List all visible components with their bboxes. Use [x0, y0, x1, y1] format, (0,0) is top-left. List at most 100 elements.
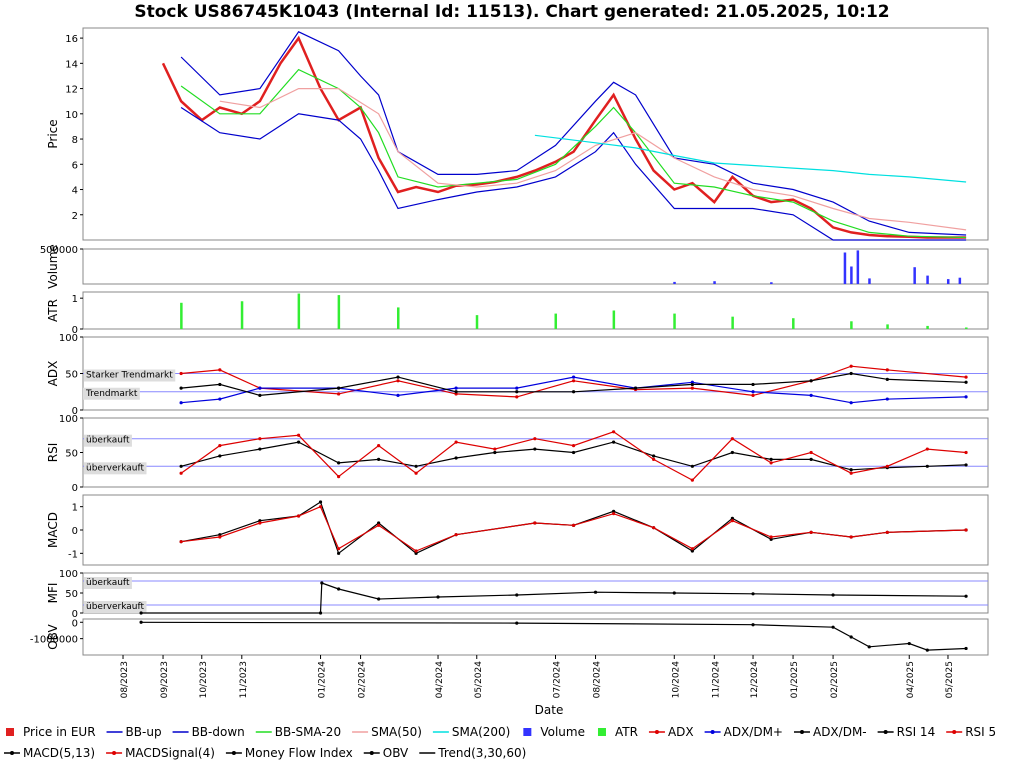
series-point [849, 471, 853, 475]
x-axis: 08/2023 09/2023 10/2023 11/2023 01/2024 02/20… [120, 655, 955, 698]
series-point [769, 457, 773, 461]
series-point [571, 450, 576, 455]
series-point [849, 401, 853, 405]
series-point [396, 379, 400, 383]
series-point [571, 444, 576, 448]
series-point [612, 430, 616, 434]
volume-bar [958, 277, 962, 284]
series-point [318, 500, 323, 504]
series-point [690, 380, 694, 384]
legend-item: ADX/DM+ [704, 725, 783, 739]
series-point [377, 444, 381, 448]
atr-bar [475, 315, 479, 329]
series-point [258, 386, 262, 390]
y-tick-label: -1 [68, 549, 78, 560]
series-point [337, 475, 341, 479]
volume-bar [850, 266, 853, 284]
series-point [769, 461, 773, 465]
chart-title: Stock US86745K1043 (Internal Id: 11513).… [134, 2, 889, 22]
legend-swatch-dot [231, 751, 236, 755]
atr-bar [397, 307, 400, 329]
legend-swatch-dot [369, 751, 374, 755]
series-point [377, 597, 381, 601]
legend-item: Trend(3,30,60) [419, 746, 526, 760]
series-point [414, 464, 418, 468]
series-point [515, 390, 519, 394]
x-tick-label: 02/2025 [830, 661, 840, 698]
series-point [414, 471, 418, 475]
series-point [730, 450, 734, 455]
series-point [652, 526, 656, 530]
series-line [534, 134, 967, 183]
series-point [593, 590, 598, 594]
series-point [258, 447, 262, 451]
series-point [414, 551, 418, 555]
series-point [414, 549, 418, 553]
atr-bar [554, 313, 558, 329]
legend-swatch [523, 728, 532, 736]
series-point [533, 521, 537, 525]
reference-label-bg [83, 387, 140, 400]
x-tick-label: 11/2024 [711, 661, 721, 699]
panel-adx: 0 50 100 ADX Starker Trendmarkt Trendmarkt [46, 333, 989, 417]
reference-label-bg [84, 577, 132, 589]
series-point [885, 530, 889, 534]
y-tick-label: 2 [72, 211, 78, 222]
y-axis-title: ATR [46, 299, 60, 322]
y-axis-title: Volume [46, 244, 60, 289]
series-point [296, 440, 301, 444]
y-axis-title: MFI [46, 583, 60, 604]
atr-bar [612, 310, 616, 329]
series-point [885, 368, 889, 372]
y-tick-label: 50 [65, 370, 78, 381]
series-point [690, 547, 694, 551]
legend-label: ADX/DM+ [724, 725, 783, 739]
legend-label: BB-SMA-20 [275, 725, 341, 739]
legend-swatch [597, 728, 606, 736]
series-point [849, 371, 853, 376]
y-tick-label: 50 [65, 589, 78, 600]
y-tick-label: 10 [65, 110, 78, 121]
y-axis-title: RSI [46, 443, 60, 463]
series-point [454, 392, 458, 396]
reference-line-label: überkauft [86, 436, 130, 446]
series-point [809, 379, 813, 383]
series-point [139, 611, 143, 615]
series-point [179, 371, 183, 376]
legend-swatch-dot [710, 730, 715, 734]
y-tick-label: 0 [72, 483, 78, 494]
legend-swatch-dot [883, 730, 888, 734]
atr-bar [337, 295, 341, 329]
chart-panels: 246810121416Price500000Volume01ATR050100… [30, 27, 989, 656]
reference-label-bg [84, 601, 147, 613]
legend-label: MACD(5,13) [23, 746, 95, 760]
volume-bar [856, 250, 860, 284]
reference-line-label: Starker Trendmarkt [86, 371, 173, 381]
legend-swatch-dot [654, 730, 659, 734]
legend-item: RSI 5 [946, 725, 996, 739]
series-point [337, 386, 341, 390]
reference-line-label: überverkauft [86, 463, 145, 473]
y-tick-label: 0 [72, 406, 78, 417]
series-point [318, 611, 323, 615]
series-point [515, 386, 519, 390]
panel-atr: 0 1 ATR [46, 291, 989, 336]
series-point [612, 509, 616, 513]
atr-bar [886, 324, 889, 329]
volume-bar [913, 267, 916, 284]
legend-item: ADX/DM- [793, 725, 867, 739]
series-point [454, 533, 458, 537]
volume-bar [673, 281, 676, 284]
series-point [571, 375, 576, 379]
series-point [571, 390, 576, 394]
series-point [964, 380, 968, 384]
legend-label: ADX [668, 725, 694, 739]
series-point [296, 514, 301, 518]
x-tick-label: 04/2025 [906, 661, 916, 698]
series-point [849, 468, 853, 472]
series-point [809, 450, 813, 455]
series-point [849, 364, 853, 368]
legend-swatch-dot [112, 751, 117, 755]
volume-bar [868, 278, 871, 284]
